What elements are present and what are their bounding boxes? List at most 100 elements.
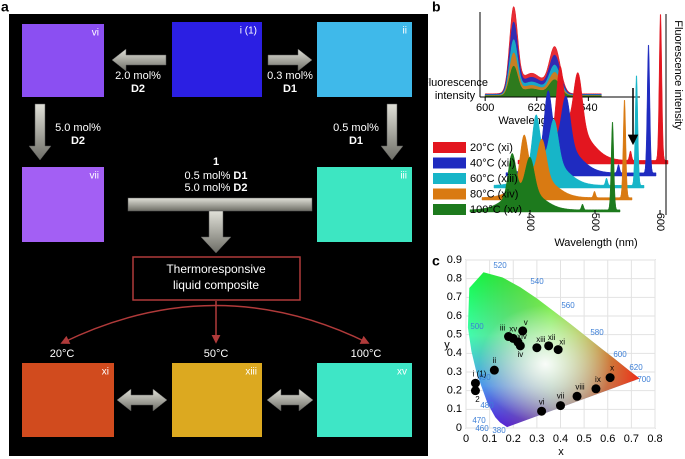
step-dye: D2: [131, 83, 145, 95]
point-label: x: [610, 364, 614, 373]
composite-label: liquid composite: [173, 278, 259, 292]
tile-label: iii: [400, 171, 407, 182]
chromaticity-point: [544, 341, 554, 351]
point-label: xiv: [517, 332, 527, 341]
legend-label: 80°C (xiv): [470, 188, 518, 200]
y-axis-label: Fluorescence intensity: [672, 20, 684, 130]
y-axis-label: y: [444, 339, 450, 351]
block-bar: [127, 197, 313, 212]
temperature-label: 20°C: [50, 348, 75, 360]
legend-swatch: [433, 188, 466, 200]
sample-tile: [22, 24, 104, 97]
sample-tile: [22, 167, 104, 242]
legend-swatch: [433, 173, 466, 184]
y-tick-label: 0.8: [447, 273, 462, 285]
step-amount: 0.3 mol%: [267, 70, 313, 82]
mixture-line: 0.5 mol% D1: [185, 170, 248, 182]
point-label: ii: [493, 356, 497, 365]
x-tick-label: 0.4: [553, 433, 568, 445]
wavelength-label: 580: [590, 328, 604, 337]
x-tick-label: 0.1: [482, 433, 497, 445]
point-label: iv: [517, 350, 523, 359]
point-label: vii: [557, 392, 565, 401]
block-arrow: [200, 210, 232, 254]
sample-tile: [317, 363, 412, 437]
wavelength-label: 500: [470, 322, 484, 331]
wavelength-label: 700: [637, 375, 651, 384]
tile-label: ii: [403, 26, 407, 37]
wavelength-label: 380: [492, 426, 506, 435]
block-arrow: [116, 388, 168, 412]
wavelength-label: 600: [613, 350, 627, 359]
wavelength-label: 460: [475, 424, 489, 433]
sample-tile: [172, 363, 262, 437]
x-tick-label: 400: [524, 213, 536, 231]
y-tick-label: 0: [456, 422, 462, 434]
x-tick-label: 500: [589, 213, 601, 231]
composite-label: Thermoresponsive: [166, 262, 266, 276]
mixture-line: 5.0 mol% D2: [185, 182, 248, 194]
wavelength-label: 470: [472, 416, 486, 425]
block-arrow: [267, 48, 313, 72]
block-arrow: [111, 48, 167, 72]
chromaticity-point: [556, 401, 565, 411]
block-arrow: [380, 103, 404, 161]
y-tick-label: 0.4: [447, 347, 462, 359]
x-tick-label: 0.8: [647, 433, 662, 445]
waterfall-spectrum: [469, 122, 621, 213]
mixture-amount: 5.0 mol%: [185, 182, 231, 194]
chromaticity-point: [605, 373, 615, 383]
chromaticity-point: [489, 365, 499, 375]
x-tick-label: 0.5: [576, 433, 591, 445]
panel-label: b: [432, 0, 441, 15]
x-tick-label: 0: [463, 433, 469, 445]
tile-label: i (1): [240, 26, 257, 37]
x-axis-label: x: [558, 446, 564, 458]
y-tick-label: 0.9: [447, 254, 462, 266]
point-label: iii: [500, 324, 506, 333]
point-label: xii: [548, 333, 556, 342]
chromaticity-point: [470, 378, 480, 388]
compound-label: 1: [213, 156, 219, 168]
chromaticity-point: [470, 386, 480, 396]
sample-tile: [172, 22, 262, 97]
chromaticity-point: [515, 341, 525, 351]
chromaticity-point: [591, 384, 601, 394]
tile-label: vii: [90, 171, 99, 182]
wavelength-label: 560: [561, 301, 575, 310]
legend-label: 60°C (xiii): [470, 173, 518, 185]
point-label: vi: [539, 397, 545, 406]
tile-label: xi: [102, 367, 109, 378]
step-dye: D1: [349, 135, 363, 147]
point-label: v: [524, 318, 528, 327]
legend-label: 20°C (xi): [470, 142, 513, 154]
x-tick-label: 0.6: [600, 433, 615, 445]
legend-swatch: [433, 204, 466, 215]
x-tick-label: 0.7: [624, 433, 639, 445]
mixture-dye: D2: [233, 182, 247, 194]
x-tick-label: 600: [654, 213, 666, 231]
chromaticity-point: [572, 391, 582, 401]
x-tick-label: 0.3: [529, 433, 544, 445]
tile-label: xv: [397, 367, 407, 378]
step-dye: D1: [283, 83, 297, 95]
step-dye: D2: [71, 135, 85, 147]
point-label: i (1): [473, 369, 487, 378]
legend-label: 40°C (xii): [470, 157, 515, 169]
sample-tile: [22, 363, 114, 437]
step-amount: 2.0 mol%: [115, 70, 161, 82]
point-label: xv: [509, 325, 517, 334]
y-tick-label: 0.6: [447, 310, 462, 322]
chromaticity-point: [537, 406, 547, 416]
block-arrow: [28, 103, 52, 161]
legend-swatch: [433, 157, 466, 169]
point-label: viii: [575, 382, 585, 391]
point-label: xi: [559, 338, 565, 347]
block-arrow: [266, 388, 314, 412]
point-label: xiii: [536, 335, 546, 344]
y-tick-label: 0.2: [447, 385, 462, 397]
y-tick-label: 0.7: [447, 291, 462, 303]
temperature-label: 50°C: [204, 348, 229, 360]
mixture-dye: D1: [233, 170, 247, 182]
